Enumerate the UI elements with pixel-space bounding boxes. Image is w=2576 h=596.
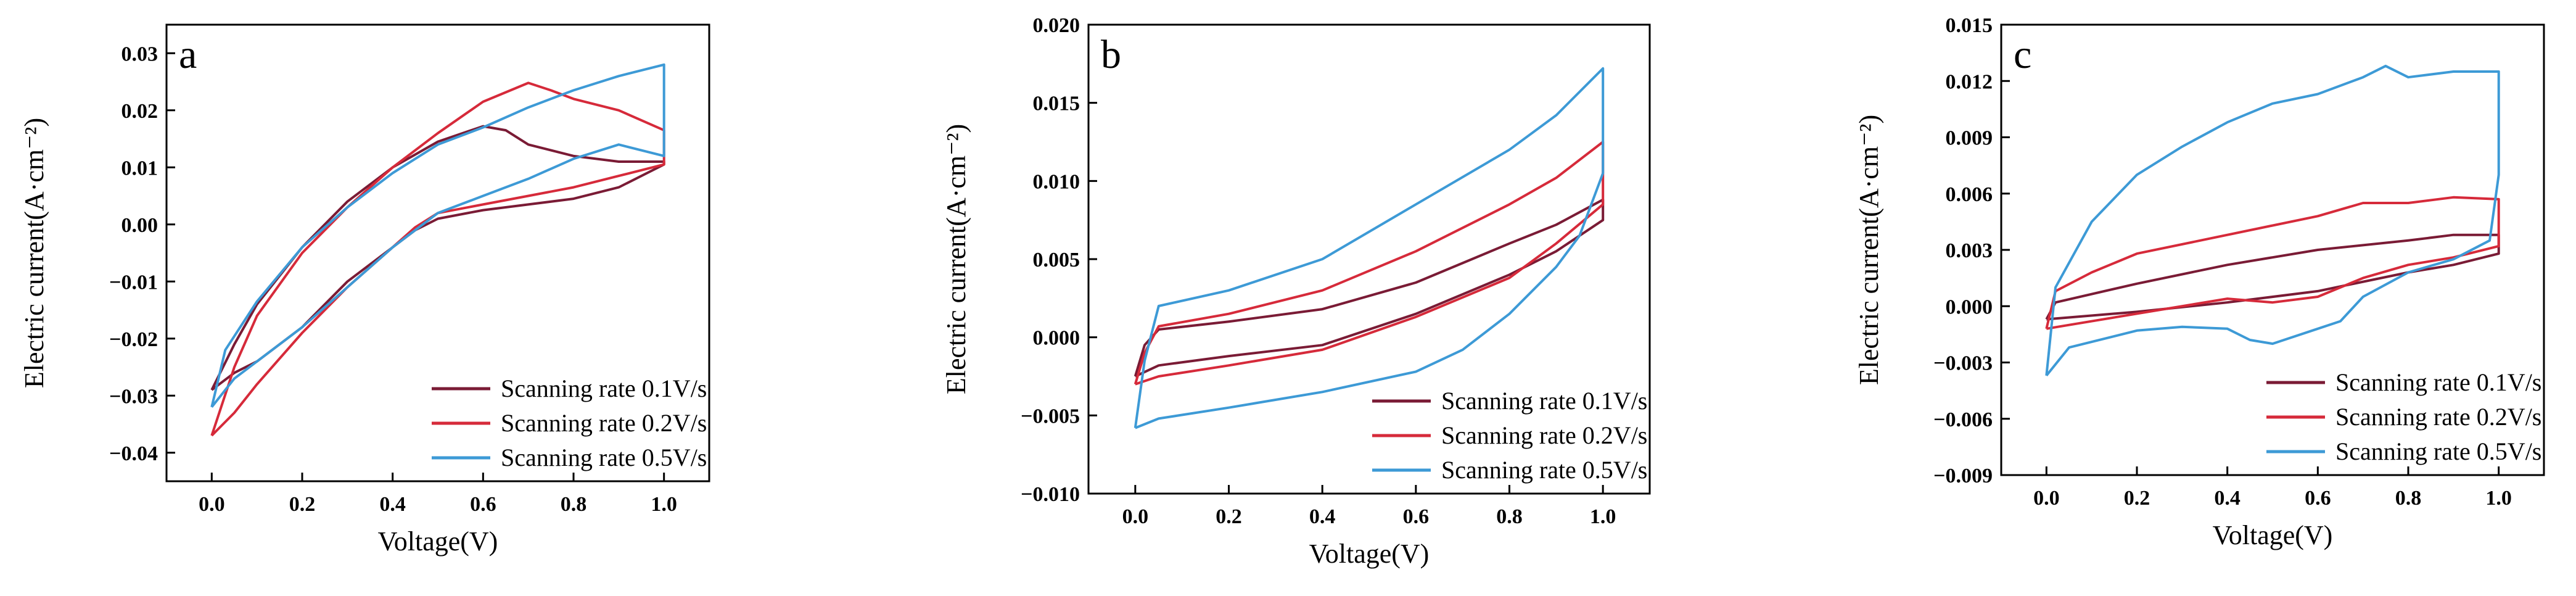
series-line-1 (2045, 233, 2500, 321)
series-line-3 (210, 63, 665, 408)
series-line-2 (2045, 196, 2500, 330)
chart-panel-b: 0.0 0.2 0.4 0.6 0.8 1.0 −0.010 −0.005 0.000 0.005… (941, 14, 1651, 569)
legend-label-2: Scanning rate 0.2V/s (1441, 421, 1647, 449)
y-tick-label: 0.015 (1033, 93, 1080, 115)
x-tick-label: 0.8 (1496, 505, 1523, 528)
series-line-3 (2045, 64, 2500, 377)
y-axis-title: Electric current(A·cm⁻²) (941, 124, 971, 394)
panel-letter: a (179, 32, 197, 77)
y-tick-label: −0.02 (109, 328, 158, 351)
x-tick-label: 0.2 (2124, 487, 2150, 510)
y-tick-label: −0.01 (109, 271, 158, 294)
y-tick-label: −0.009 (1933, 465, 1993, 487)
chart-panel-a: 0.0 0.2 0.4 0.6 0.8 1.0 −0.04 −0.03 −0.02 −0.01 0.… (19, 23, 710, 557)
y-tick-label: 0.010 (1033, 170, 1080, 193)
y-tick-label: −0.006 (1933, 408, 1993, 431)
y-axis-title: Electric current(A·cm⁻²) (19, 118, 49, 388)
x-axis-title: Voltage(V) (2213, 520, 2333, 550)
y-tick-label: 0.000 (1946, 296, 1993, 318)
x-axis-title: Voltage(V) (378, 526, 498, 557)
panel-letter: c (2014, 32, 2031, 77)
y-tick-label: 0.006 (1946, 183, 1993, 206)
x-tick-label: 0.0 (199, 493, 225, 516)
legend-label-2: Scanning rate 0.2V/s (2335, 403, 2541, 431)
series-line-1 (210, 125, 665, 391)
y-tick-label: 0.003 (1946, 239, 1993, 262)
y-tick-label: −0.005 (1021, 405, 1080, 428)
legend-label-3: Scanning rate 0.5V/s (2335, 437, 2541, 465)
y-tick-label: −0.04 (109, 442, 158, 465)
legend-label-1: Scanning rate 0.1V/s (1441, 387, 1647, 415)
series-line-3 (1134, 67, 1605, 429)
y-tick-label: 0.02 (121, 100, 158, 123)
x-axis-title: Voltage(V) (1309, 539, 1430, 569)
y-tick-label: 0.020 (1033, 14, 1080, 37)
x-tick-label: 0.4 (1309, 505, 1336, 528)
y-tick-label: 0.012 (1946, 70, 1993, 93)
y-axis-title: Electric current(A·cm⁻²) (1854, 115, 1884, 385)
y-tick-label: 0.01 (121, 157, 158, 180)
y-tick-label: 0.000 (1033, 327, 1080, 350)
y-tick-label: 0.015 (1946, 14, 1993, 37)
x-tick-label: 0.0 (1122, 505, 1149, 528)
x-tick-label: 1.0 (2485, 487, 2512, 510)
legend-label-1: Scanning rate 0.1V/s (501, 375, 707, 402)
x-tick-label: 0.8 (2395, 487, 2422, 510)
legend-label-1: Scanning rate 0.1V/s (2335, 368, 2541, 396)
y-tick-label: 0.005 (1033, 249, 1080, 271)
y-tick-label: −0.03 (109, 385, 158, 408)
x-tick-label: 0.8 (561, 493, 587, 516)
x-tick-label: 0.4 (379, 493, 406, 516)
x-tick-label: 0.6 (2305, 487, 2331, 510)
y-tick-label: 0.009 (1946, 127, 1993, 150)
plot-frame (165, 23, 710, 482)
x-tick-label: 0.6 (470, 493, 496, 516)
chart-panel-c: 0.0 0.2 0.4 0.6 0.8 1.0 −0.009 −0.006 −0.003 0.00… (1854, 14, 2545, 550)
y-tick-label: −0.010 (1021, 483, 1080, 506)
y-tick-label: −0.003 (1933, 352, 1993, 375)
legend-label-2: Scanning rate 0.2V/s (501, 409, 707, 437)
x-tick-label: 1.0 (1590, 505, 1616, 528)
x-tick-label: 1.0 (651, 493, 677, 516)
legend-label-3: Scanning rate 0.5V/s (501, 444, 707, 471)
x-tick-label: 0.2 (289, 493, 316, 516)
x-tick-label: 0.0 (2033, 487, 2060, 510)
x-tick-label: 0.6 (1403, 505, 1430, 528)
x-tick-label: 0.4 (2214, 487, 2241, 510)
legend-label-3: Scanning rate 0.5V/s (1441, 456, 1647, 484)
panel-letter: b (1101, 32, 1121, 77)
x-tick-label: 0.2 (1216, 505, 1242, 528)
y-tick-label: 0.03 (121, 43, 158, 65)
series-line-1 (1134, 198, 1605, 378)
y-tick-label: 0.00 (121, 214, 158, 237)
